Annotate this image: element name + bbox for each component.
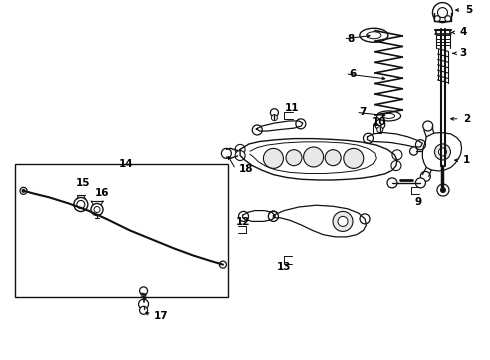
Circle shape	[270, 109, 278, 117]
Text: 3: 3	[459, 48, 466, 58]
Text: 16: 16	[95, 188, 109, 198]
Circle shape	[434, 16, 440, 22]
Circle shape	[271, 115, 277, 121]
Circle shape	[221, 148, 231, 158]
Circle shape	[439, 148, 446, 156]
Circle shape	[423, 121, 433, 131]
Text: 4: 4	[459, 27, 466, 37]
Text: 13: 13	[277, 262, 292, 272]
Circle shape	[269, 211, 278, 221]
Circle shape	[74, 198, 88, 211]
Text: 12: 12	[236, 217, 251, 228]
Text: 18: 18	[239, 164, 254, 174]
Text: 5: 5	[465, 5, 472, 15]
Circle shape	[20, 187, 27, 194]
Circle shape	[371, 32, 377, 38]
Circle shape	[371, 32, 377, 38]
Circle shape	[77, 201, 85, 208]
Ellipse shape	[360, 28, 388, 42]
Circle shape	[441, 188, 445, 193]
Circle shape	[325, 150, 341, 166]
Circle shape	[239, 211, 248, 221]
Circle shape	[387, 178, 397, 188]
Text: 9: 9	[414, 197, 421, 207]
Text: 11: 11	[285, 103, 300, 113]
Circle shape	[371, 32, 377, 38]
Polygon shape	[422, 132, 462, 171]
Polygon shape	[273, 205, 367, 237]
Text: 8: 8	[347, 34, 354, 44]
Circle shape	[392, 150, 402, 160]
Ellipse shape	[367, 32, 381, 39]
Circle shape	[338, 216, 348, 226]
Circle shape	[416, 178, 425, 188]
Circle shape	[364, 133, 373, 143]
Circle shape	[220, 261, 226, 268]
Circle shape	[140, 306, 147, 314]
Circle shape	[91, 203, 103, 216]
Polygon shape	[240, 139, 397, 180]
Polygon shape	[256, 121, 303, 131]
Circle shape	[435, 144, 450, 160]
Circle shape	[377, 127, 383, 132]
Text: 14: 14	[119, 159, 134, 169]
Text: 15: 15	[76, 178, 91, 188]
Circle shape	[433, 3, 452, 23]
Circle shape	[375, 120, 385, 130]
Text: 6: 6	[349, 69, 356, 79]
Text: 17: 17	[154, 311, 169, 321]
Circle shape	[286, 150, 302, 166]
Circle shape	[235, 150, 245, 161]
Circle shape	[264, 148, 283, 168]
Circle shape	[437, 184, 449, 196]
Circle shape	[252, 125, 262, 135]
Ellipse shape	[383, 113, 394, 118]
Circle shape	[438, 8, 447, 18]
Circle shape	[420, 171, 430, 181]
Circle shape	[371, 32, 377, 38]
Circle shape	[333, 211, 353, 231]
Circle shape	[371, 32, 377, 38]
Text: 1: 1	[463, 155, 470, 165]
Ellipse shape	[377, 111, 400, 121]
Polygon shape	[243, 211, 275, 221]
Bar	[15, 164, 228, 297]
Circle shape	[371, 32, 377, 38]
Circle shape	[391, 161, 401, 171]
Circle shape	[22, 189, 25, 192]
Circle shape	[371, 32, 377, 38]
Circle shape	[416, 140, 425, 150]
Text: 7: 7	[360, 107, 367, 117]
Circle shape	[344, 148, 364, 168]
Text: 10: 10	[371, 117, 386, 127]
Circle shape	[360, 214, 370, 224]
Circle shape	[235, 144, 245, 154]
Circle shape	[304, 147, 323, 167]
Circle shape	[410, 147, 417, 155]
Circle shape	[296, 119, 306, 129]
Circle shape	[371, 32, 377, 38]
Text: 2: 2	[463, 114, 470, 124]
Circle shape	[269, 211, 278, 221]
Circle shape	[140, 287, 147, 295]
Polygon shape	[368, 132, 422, 147]
Circle shape	[94, 207, 100, 212]
Circle shape	[445, 16, 451, 22]
Circle shape	[139, 299, 148, 309]
